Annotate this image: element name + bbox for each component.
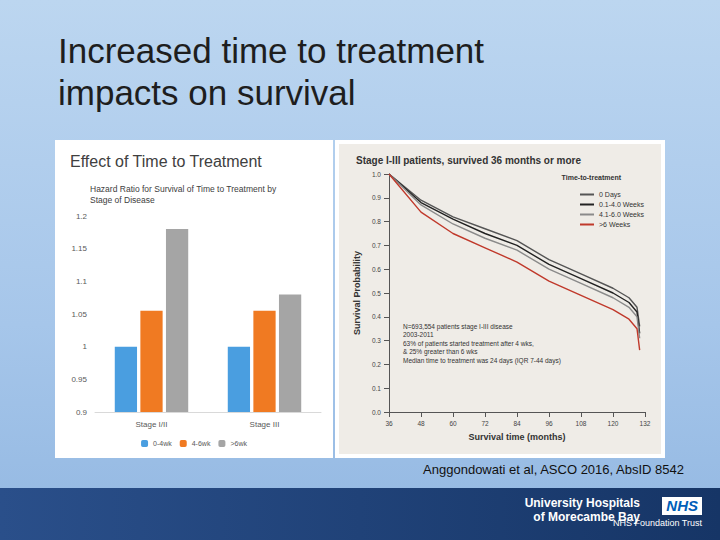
svg-text:63% of patients started treatm: 63% of patients started treatment after … [403,340,534,348]
svg-text:4.1-6.0 Weeks: 4.1-6.0 Weeks [599,211,645,218]
svg-text:1.05: 1.05 [71,310,87,319]
svg-text:72: 72 [481,420,489,427]
svg-text:Stage of Disease: Stage of Disease [90,195,155,205]
svg-text:0.1: 0.1 [372,385,381,392]
svg-text:1.1: 1.1 [76,277,88,286]
svg-text:0.9: 0.9 [76,408,88,417]
html-text:University Hospitals: University Hospitals [524,496,640,510]
svg-text:132: 132 [640,420,651,427]
svg-text:Median time to treatment was 2: Median time to treatment was 24 days (IQ… [403,357,561,365]
svg-text:0.0: 0.0 [372,409,381,416]
svg-text:Survival Probability: Survival Probability [352,251,362,335]
svg-text:Effect of Time to Treatment: Effect of Time to Treatment [70,153,262,170]
svg-text:1.15: 1.15 [71,244,87,253]
svg-text:1.2: 1.2 [76,212,88,221]
svg-text:& 25% greater than 6 wks: & 25% greater than 6 wks [403,348,478,356]
html-text:Anggondowati et al, ASCO 2016,: Anggondowati et al, ASCO 2016, AbsID 854… [423,462,684,477]
svg-text:Stage III: Stage III [250,420,280,429]
svg-text:0.7: 0.7 [372,242,381,249]
svg-text:Hazard Ratio for Survival of T: Hazard Ratio for Survival of Time to Tre… [90,184,279,194]
svg-text:4-6wk: 4-6wk [192,440,211,447]
svg-text:0.8: 0.8 [372,218,381,225]
html-text:Increased time to treatment im: Increased time to treatment impacts on s… [58,31,484,112]
svg-text:120: 120 [608,420,619,427]
svg-text:2003-2011: 2003-2011 [403,331,434,338]
svg-text:0.5: 0.5 [372,290,381,297]
svg-text:>6 Weeks: >6 Weeks [599,221,631,228]
html-text:NHS Foundation Trust: NHS Foundation Trust [613,518,702,528]
svg-text:0.6: 0.6 [372,266,381,273]
svg-text:Time-to-treatment: Time-to-treatment [562,174,622,181]
svg-text:0 Days: 0 Days [599,191,621,199]
svg-text:108: 108 [576,420,587,427]
svg-text:1.0: 1.0 [372,171,381,178]
svg-text:0.4: 0.4 [372,313,381,320]
svg-text:0.1-4.0 Weeks: 0.1-4.0 Weeks [599,201,645,208]
svg-text:84: 84 [513,420,521,427]
svg-text:Stage I/II: Stage I/II [135,420,167,429]
svg-text:0.95: 0.95 [71,375,87,384]
svg-text:0.3: 0.3 [372,337,381,344]
svg-text:96: 96 [545,420,553,427]
svg-text:>6wk: >6wk [230,440,247,447]
html-text:NHS: NHS [666,497,698,514]
svg-text:1: 1 [83,342,88,351]
svg-text:36: 36 [385,420,393,427]
svg-text:Survival time (months): Survival time (months) [468,432,565,442]
svg-text:0-4wk: 0-4wk [153,440,172,447]
html-text:of Morecambe Bay: of Morecambe Bay [533,510,640,524]
svg-text:0.9: 0.9 [372,194,381,201]
svg-text:N=693,554 patients stage I-III: N=693,554 patients stage I-III disease [403,323,513,331]
svg-text:Stage I-III patients, survived: Stage I-III patients, survived 36 months… [356,155,581,166]
svg-text:0.2: 0.2 [372,361,381,368]
svg-text:48: 48 [417,420,425,427]
svg-text:60: 60 [449,420,457,427]
